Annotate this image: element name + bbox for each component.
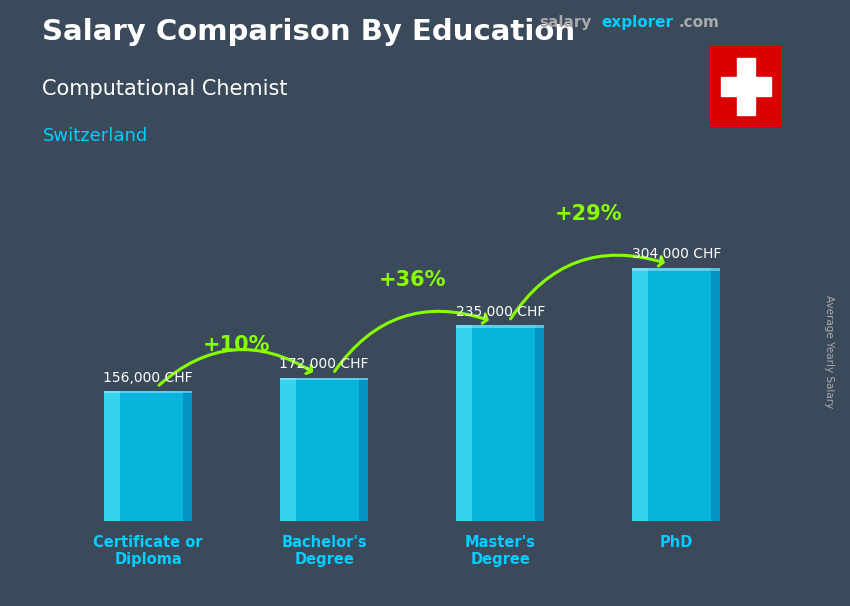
Text: 235,000 CHF: 235,000 CHF bbox=[456, 305, 545, 319]
Text: +36%: +36% bbox=[378, 270, 446, 290]
FancyBboxPatch shape bbox=[456, 325, 544, 521]
FancyBboxPatch shape bbox=[632, 268, 720, 521]
FancyBboxPatch shape bbox=[104, 391, 192, 521]
FancyBboxPatch shape bbox=[711, 268, 720, 521]
Text: Salary Comparison By Education: Salary Comparison By Education bbox=[42, 18, 575, 46]
Text: Computational Chemist: Computational Chemist bbox=[42, 79, 288, 99]
FancyBboxPatch shape bbox=[104, 391, 120, 521]
Text: Switzerland: Switzerland bbox=[42, 127, 148, 145]
FancyBboxPatch shape bbox=[183, 391, 192, 521]
FancyBboxPatch shape bbox=[104, 391, 192, 393]
FancyBboxPatch shape bbox=[280, 378, 368, 379]
FancyBboxPatch shape bbox=[280, 378, 296, 521]
FancyBboxPatch shape bbox=[535, 325, 544, 521]
Text: 304,000 CHF: 304,000 CHF bbox=[632, 247, 721, 261]
FancyBboxPatch shape bbox=[632, 268, 720, 271]
Text: 172,000 CHF: 172,000 CHF bbox=[280, 357, 369, 371]
Text: 156,000 CHF: 156,000 CHF bbox=[104, 370, 193, 384]
FancyBboxPatch shape bbox=[456, 325, 544, 328]
FancyBboxPatch shape bbox=[359, 378, 368, 521]
Text: explorer: explorer bbox=[601, 15, 673, 30]
Text: .com: .com bbox=[678, 15, 719, 30]
Text: +29%: +29% bbox=[554, 204, 622, 224]
Text: salary: salary bbox=[540, 15, 592, 30]
FancyBboxPatch shape bbox=[456, 325, 472, 521]
FancyBboxPatch shape bbox=[632, 268, 649, 521]
Bar bbox=[721, 76, 771, 96]
Text: Average Yearly Salary: Average Yearly Salary bbox=[824, 295, 834, 408]
FancyBboxPatch shape bbox=[280, 378, 368, 521]
Bar bbox=[737, 58, 755, 115]
Text: +10%: +10% bbox=[202, 335, 270, 355]
